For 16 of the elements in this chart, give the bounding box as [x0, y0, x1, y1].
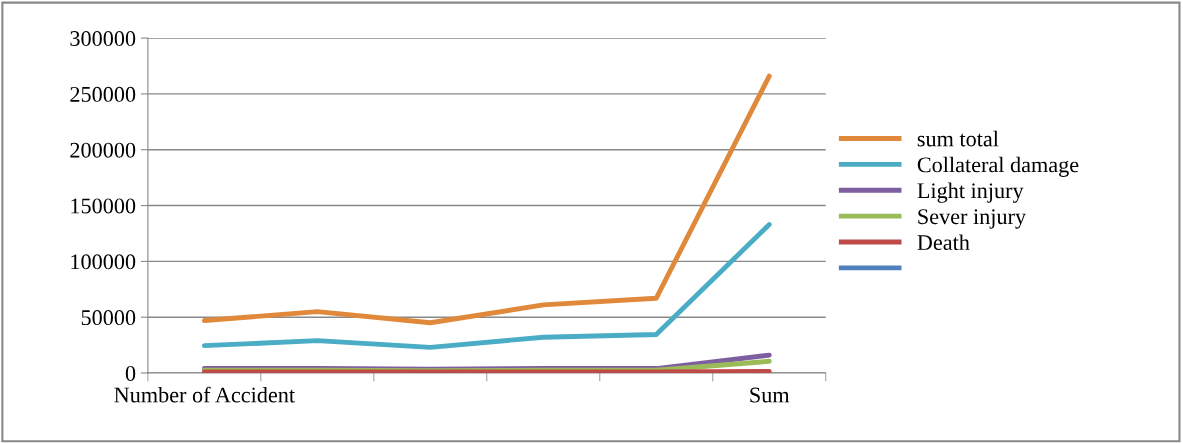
line-series [201, 73, 772, 326]
y-tick-label: 0 [125, 365, 136, 381]
y-tick-label: 150000 [71, 198, 136, 214]
x-tick-label: Sum [750, 387, 790, 403]
y-tick-label: 100000 [71, 254, 136, 270]
y-tick-label: 250000 [70, 86, 136, 102]
x-tick-label: Number of Accident [114, 386, 295, 403]
legend-label: sum total [917, 130, 999, 147]
legend-label: Light injury [917, 182, 1024, 203]
legend-label: Sever injury [918, 209, 1026, 229]
y-tick-label: 300000 [70, 31, 136, 47]
legend-label: Collateral damage [917, 156, 1079, 177]
legend-label: Death [917, 234, 970, 251]
line-series [201, 222, 772, 350]
y-tick-label: 50000 [81, 310, 136, 326]
y-tick-label: 200000 [70, 142, 136, 158]
